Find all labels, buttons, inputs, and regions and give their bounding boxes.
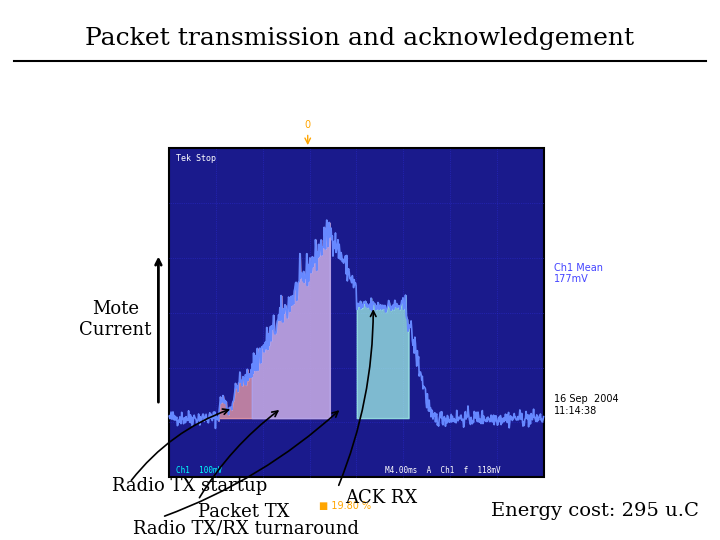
FancyBboxPatch shape	[169, 148, 544, 477]
Text: Packet transmission and acknowledgement: Packet transmission and acknowledgement	[86, 26, 634, 50]
Text: Radio TX startup: Radio TX startup	[112, 477, 267, 495]
Text: ACK RX: ACK RX	[345, 489, 417, 508]
Text: 16 Sep  2004
11:14:38: 16 Sep 2004 11:14:38	[554, 394, 619, 416]
Text: 0: 0	[305, 120, 311, 130]
Text: Tek Stop: Tek Stop	[176, 154, 217, 163]
Text: Radio TX/RX turnaround: Radio TX/RX turnaround	[133, 519, 359, 538]
Text: Mote
Current: Mote Current	[79, 300, 151, 339]
Text: Ch1 Mean
177mV: Ch1 Mean 177mV	[554, 262, 603, 284]
Text: Energy cost: 295 u.C: Energy cost: 295 u.C	[490, 502, 698, 519]
Text: M4.00ms  A  Ch1  f  118mV: M4.00ms A Ch1 f 118mV	[385, 465, 501, 475]
Text: Packet TX: Packet TX	[198, 503, 289, 521]
Text: ■ 19.80 %: ■ 19.80 %	[319, 501, 371, 511]
Text: Ch1  100mV: Ch1 100mV	[176, 465, 222, 475]
